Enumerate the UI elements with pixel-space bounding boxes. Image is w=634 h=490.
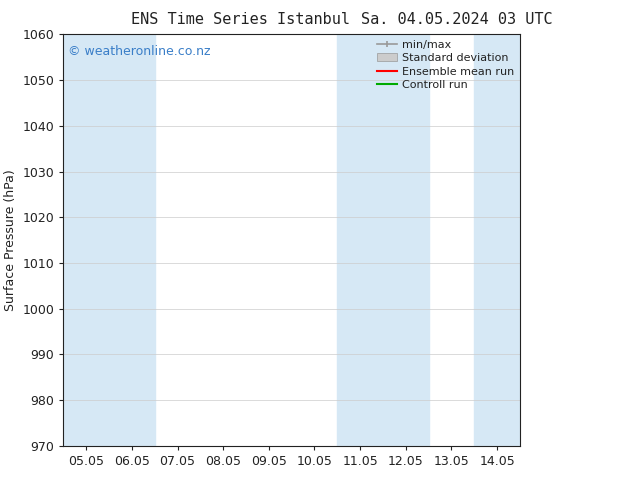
Text: Sa. 04.05.2024 03 UTC: Sa. 04.05.2024 03 UTC: [361, 12, 552, 27]
Legend: min/max, Standard deviation, Ensemble mean run, Controll run: min/max, Standard deviation, Ensemble me…: [377, 40, 514, 90]
Bar: [337, 34, 429, 446]
Y-axis label: Surface Pressure (hPa): Surface Pressure (hPa): [4, 169, 17, 311]
Bar: [63, 34, 155, 446]
Bar: [474, 34, 520, 446]
Text: © weatheronline.co.nz: © weatheronline.co.nz: [68, 45, 210, 58]
Text: ENS Time Series Istanbul: ENS Time Series Istanbul: [131, 12, 351, 27]
